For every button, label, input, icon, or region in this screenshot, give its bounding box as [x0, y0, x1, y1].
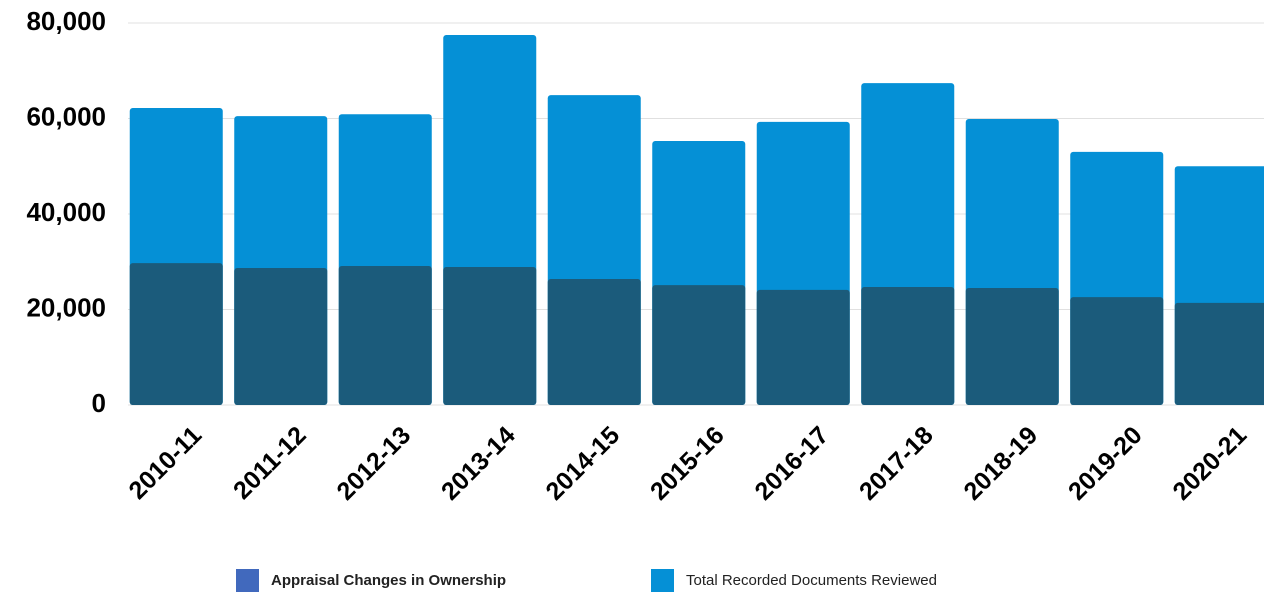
- y-tick-label: 20,000: [26, 292, 106, 322]
- x-tick-label: 2015-16: [645, 421, 730, 506]
- x-tick-label: 2019-20: [1063, 421, 1148, 506]
- x-tick-label: 2012-13: [331, 421, 416, 506]
- bar: [756, 289, 850, 405]
- bar: [547, 278, 641, 405]
- y-tick-label: 40,000: [26, 197, 106, 227]
- y-tick-label: 80,000: [26, 6, 106, 36]
- bar: [1070, 297, 1164, 405]
- bar: [861, 287, 955, 405]
- x-tick-label: 2018-19: [958, 421, 1043, 506]
- bar: [443, 267, 537, 405]
- x-tick-label: 2010-11: [123, 421, 207, 505]
- x-tick-label: 2011-12: [228, 421, 312, 505]
- legend-label: Appraisal Changes in Ownership: [271, 572, 506, 589]
- x-tick-label: 2016-17: [749, 421, 834, 506]
- x-tick-label: 2013-14: [436, 421, 521, 506]
- bar: [652, 285, 746, 405]
- bar: [129, 263, 223, 405]
- x-tick-label: 2014-15: [540, 421, 625, 506]
- y-tick-label: 60,000: [26, 101, 106, 131]
- legend-label: Total Recorded Documents Reviewed: [686, 572, 937, 589]
- y-tick-label: 0: [92, 388, 106, 418]
- x-tick-label: 2020-21: [1167, 421, 1252, 506]
- bar: [338, 266, 432, 405]
- legend-swatch: [236, 569, 259, 592]
- bar: [234, 267, 328, 405]
- bar: [965, 288, 1059, 405]
- bar: [1174, 302, 1264, 405]
- legend-swatch: [651, 569, 674, 592]
- x-tick-label: 2017-18: [854, 421, 939, 506]
